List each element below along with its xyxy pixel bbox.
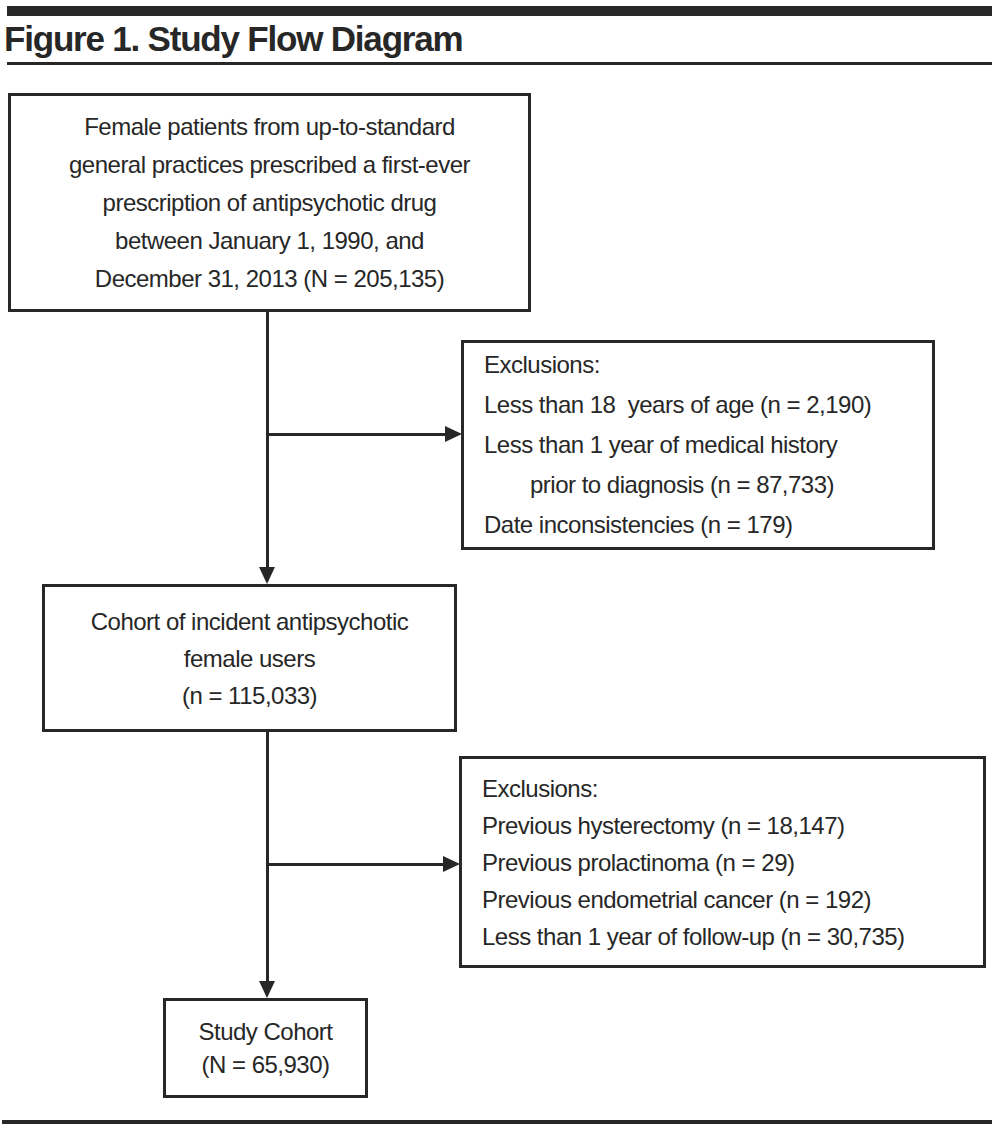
exclusions-1-item-continuation: prior to diagnosis (n = 87,733) xyxy=(484,465,834,505)
source-population-line: between January 1, 1990, and xyxy=(115,222,424,260)
connector-to-exclusions-2 xyxy=(267,863,445,866)
exclusions-2-heading: Exclusions: xyxy=(482,770,598,807)
source-population-box: Female patients from up-to-standard gene… xyxy=(8,93,531,312)
right-arrowhead-icon xyxy=(443,856,460,872)
down-arrowhead-icon xyxy=(259,567,275,584)
exclusions-2-item: Previous hysterectomy (n = 18,147) xyxy=(482,807,845,844)
figure-title: Figure 1. Study Flow Diagram xyxy=(4,16,462,62)
connector-cohort-to-study xyxy=(266,732,269,982)
bottom-divider-rule xyxy=(2,1120,992,1124)
figure-page: Figure 1. Study Flow Diagram Female pati… xyxy=(0,0,995,1132)
incident-cohort-line: (n = 115,033) xyxy=(182,677,317,714)
title-underline-rule xyxy=(7,62,992,65)
exclusions-1-item: Less than 18 years of age (n = 2,190) xyxy=(484,385,871,425)
source-population-line: Female patients from up-to-standard xyxy=(84,108,455,146)
study-cohort-line: Study Cohort xyxy=(198,1015,332,1048)
exclusions-2-item: Previous prolactinoma (n = 29) xyxy=(482,844,795,881)
study-cohort-line: (N = 65,930) xyxy=(201,1048,329,1081)
exclusions-1-heading: Exclusions: xyxy=(484,345,600,385)
exclusions-1-item: Date inconsistencies (n = 179) xyxy=(484,505,793,545)
right-arrowhead-icon xyxy=(445,426,462,442)
connector-to-exclusions-1 xyxy=(267,433,447,436)
exclusions-box-1: Exclusions: Less than 18 years of age (n… xyxy=(461,340,935,550)
incident-cohort-line: female users xyxy=(184,640,315,677)
connector-source-to-cohort xyxy=(266,312,269,568)
incident-cohort-line: Cohort of incident antipsychotic xyxy=(91,603,409,640)
study-cohort-box: Study Cohort (N = 65,930) xyxy=(163,998,368,1098)
source-population-line: prescription of antipsychotic drug xyxy=(103,184,437,222)
top-divider-bar xyxy=(7,6,992,16)
incident-cohort-box: Cohort of incident antipsychotic female … xyxy=(42,584,457,732)
source-population-line: December 31, 2013 (N = 205,135) xyxy=(95,260,444,298)
source-population-line: general practices prescribed a first-eve… xyxy=(69,146,470,184)
exclusions-box-2: Exclusions: Previous hysterectomy (n = 1… xyxy=(459,756,986,968)
down-arrowhead-icon xyxy=(259,981,275,998)
exclusions-2-item: Less than 1 year of follow-up (n = 30,73… xyxy=(482,918,905,955)
exclusions-2-item: Previous endometrial cancer (n = 192) xyxy=(482,881,871,918)
exclusions-1-item: Less than 1 year of medical history xyxy=(484,425,837,465)
